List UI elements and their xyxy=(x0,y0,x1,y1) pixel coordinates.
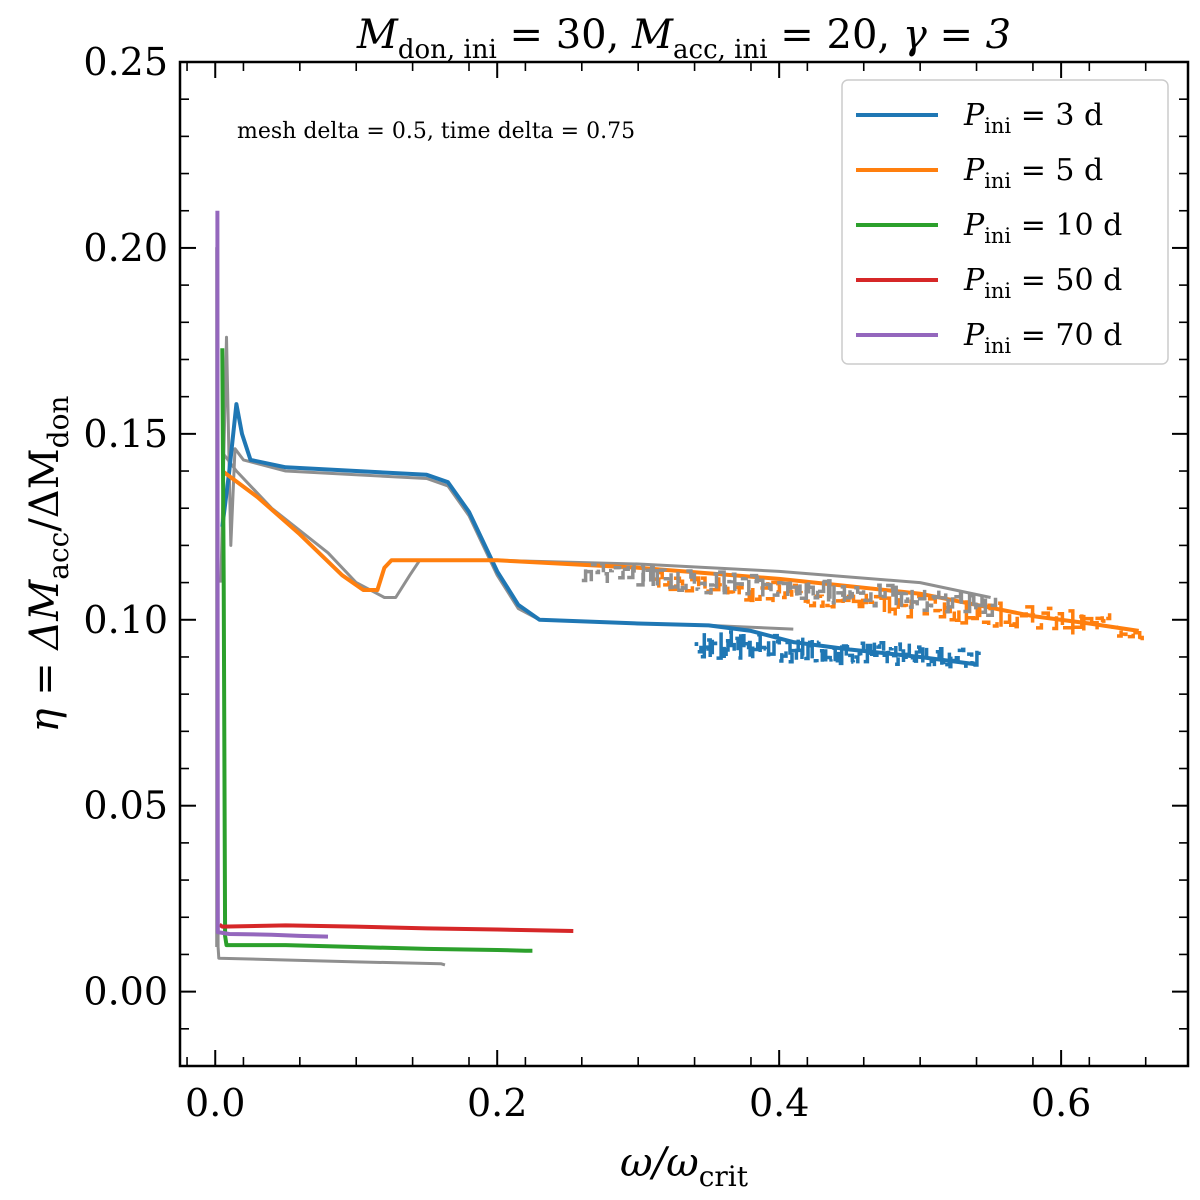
chart-title: Mdon, ini = 30, Macc, ini = 20, γ = 3 xyxy=(356,12,1011,65)
y-tick-label: 0.20 xyxy=(83,226,168,270)
x-tick-label: 0.2 xyxy=(467,1081,527,1125)
legend-label-5: Pini = 70 d xyxy=(963,318,1122,358)
legend-label-2: Pini = 5 d xyxy=(963,153,1103,193)
x-tick-label: 0.6 xyxy=(1031,1081,1091,1125)
x-tick-label: 0.4 xyxy=(749,1081,809,1125)
ticks-layer: 0.00 0.05 0.10 0.15 0.20 0.25 0.0 0.2 0.4 0.6 xyxy=(83,40,1188,1125)
series-layer xyxy=(215,210,1144,967)
series-line-p-ini-10-d xyxy=(220,348,533,953)
y-tick-label: 0.00 xyxy=(83,970,168,1014)
legend-label-3: Pini = 10 d xyxy=(963,208,1122,248)
series-line-p-ini-5-d xyxy=(221,469,1139,633)
y-axis-label: η = ΔMacc/ΔMdon xyxy=(22,396,75,733)
series-line-p-ini-3-d xyxy=(220,402,977,667)
series-line-p-ini-50-d xyxy=(218,923,574,933)
y-tick-label: 0.10 xyxy=(83,598,168,642)
x-axis-label: ω/ωcrit xyxy=(620,1140,749,1193)
y-tick-label: 0.05 xyxy=(83,784,168,828)
series-band-grey-noisy-p-5-d-comparison xyxy=(581,562,998,618)
legend-box xyxy=(841,79,1169,365)
series-line-p-ini-70-d xyxy=(215,210,329,939)
y-tick-label: 0.15 xyxy=(83,412,168,456)
x-tick-label: 0.0 xyxy=(185,1081,245,1125)
legend-label-1: Pini = 3 d xyxy=(963,98,1103,138)
y-tick-label: 0.25 xyxy=(83,40,168,84)
legend: Pini = 3 d Pini = 5 d Pini = 10 d Pini = 50… xyxy=(841,79,1169,365)
axes-frame xyxy=(178,60,1190,1068)
mesh-time-annotation: mesh delta = 0.5, time delta = 0.75 xyxy=(237,119,635,144)
series-band-p-ini-3-d xyxy=(694,630,981,669)
legend-label-4: Pini = 50 d xyxy=(963,263,1122,303)
